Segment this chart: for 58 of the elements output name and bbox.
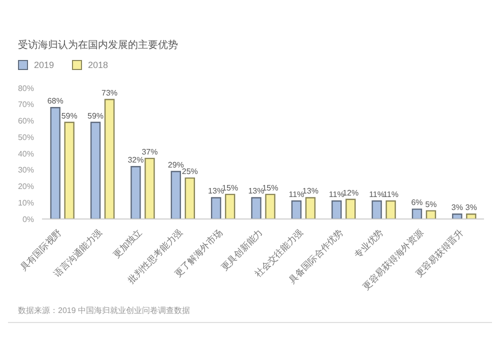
bar (426, 210, 436, 219)
bar (466, 213, 476, 219)
data-label: 29% (168, 160, 184, 170)
bar (210, 197, 222, 219)
bar (291, 200, 302, 219)
data-label: 13% (248, 186, 264, 196)
data-label: 73% (102, 88, 118, 98)
y-tick-label: 0% (22, 214, 34, 224)
bar (64, 122, 74, 219)
data-label: 15% (262, 183, 278, 192)
source-note: 数据来源：2019 中国海归就业创业问卷调查数据 (18, 305, 192, 316)
bar (346, 198, 356, 219)
bar (130, 166, 141, 219)
data-label: 25% (182, 167, 198, 176)
bar (170, 170, 181, 219)
x-tick-label: 专业优势 (352, 227, 385, 260)
data-label: 6% (411, 198, 423, 208)
bar (265, 194, 276, 219)
data-label: 11% (369, 190, 385, 199)
data-label: 12% (342, 188, 359, 198)
y-tick-label: 30% (18, 166, 34, 175)
bar (305, 197, 316, 219)
bar (224, 194, 236, 219)
y-tick-label: 10% (18, 198, 34, 208)
data-label: 11% (288, 190, 304, 199)
data-label: 11% (383, 190, 399, 199)
data-label: 68% (47, 96, 64, 106)
y-tick-label: 70% (18, 100, 34, 110)
data-label: 13% (208, 186, 224, 196)
y-tick-label: 20% (18, 182, 34, 192)
bar (386, 200, 396, 219)
data-label: 59% (61, 111, 78, 120)
bar (412, 208, 422, 219)
y-tick-label: 50% (18, 132, 34, 142)
y-tick-label: 40% (18, 149, 34, 158)
data-label: 5% (425, 200, 437, 209)
bar (251, 197, 262, 219)
bar (184, 177, 195, 219)
bar (50, 107, 60, 219)
y-tick-label: 80% (18, 84, 34, 93)
data-label: 37% (142, 147, 158, 156)
chart-title: 受访海归认为在国内发展的主要优势 (17, 38, 179, 53)
bar (332, 200, 342, 219)
bar (90, 122, 101, 219)
data-label: 3% (465, 203, 477, 212)
x-tick-label: 更加独立 (111, 227, 144, 260)
legend-label: 2018 (88, 60, 108, 70)
bar (144, 158, 155, 219)
bar (372, 200, 382, 219)
data-label: 3% (451, 203, 463, 212)
bar (104, 98, 115, 219)
y-tick-label: 60% (18, 116, 34, 126)
data-label: 32% (128, 156, 144, 165)
data-label: 11% (328, 190, 344, 199)
bar (452, 213, 462, 219)
data-label: 59% (88, 111, 104, 120)
data-label: 15% (222, 183, 238, 192)
legend-label: 2019 (34, 60, 54, 70)
